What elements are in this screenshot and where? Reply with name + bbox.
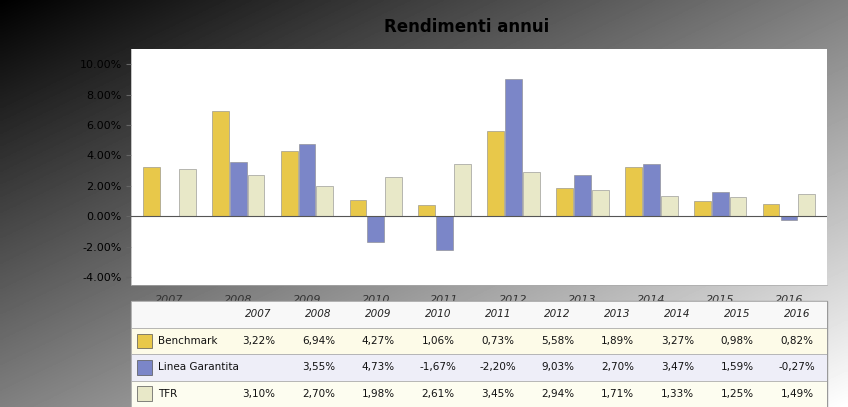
Text: 2013: 2013: [605, 309, 631, 319]
Text: 2,70%: 2,70%: [302, 389, 335, 399]
Text: 4,27%: 4,27%: [362, 336, 395, 346]
Text: 3,55%: 3,55%: [302, 362, 335, 372]
Text: Rendimenti annui: Rendimenti annui: [384, 18, 549, 36]
Text: 4,73%: 4,73%: [362, 362, 395, 372]
Bar: [694, 201, 711, 217]
Bar: [455, 164, 471, 217]
Text: 2011: 2011: [485, 309, 511, 319]
Text: 2015: 2015: [724, 309, 750, 319]
Bar: [298, 144, 315, 217]
Bar: [385, 177, 402, 217]
Text: -1,67%: -1,67%: [420, 362, 456, 372]
Text: 1,98%: 1,98%: [362, 389, 395, 399]
Text: 2010: 2010: [425, 309, 451, 319]
Text: 0,98%: 0,98%: [721, 336, 754, 346]
Text: 6,94%: 6,94%: [302, 336, 335, 346]
Text: 1,49%: 1,49%: [780, 389, 813, 399]
Bar: [711, 192, 728, 217]
Text: 2014: 2014: [664, 309, 690, 319]
Text: 0,82%: 0,82%: [780, 336, 813, 346]
Bar: [762, 204, 779, 217]
Bar: [281, 151, 298, 217]
Bar: [131, 328, 827, 354]
Bar: [131, 381, 827, 407]
Bar: [799, 194, 815, 217]
Bar: [230, 162, 247, 217]
Bar: [137, 334, 153, 348]
Text: TFR: TFR: [158, 389, 177, 399]
Text: 0,73%: 0,73%: [482, 336, 515, 346]
Bar: [436, 217, 453, 250]
Bar: [349, 200, 366, 217]
Bar: [131, 354, 827, 381]
Bar: [131, 301, 827, 328]
Text: 2,70%: 2,70%: [601, 362, 634, 372]
Bar: [523, 172, 540, 217]
Text: 3,47%: 3,47%: [661, 362, 694, 372]
Text: 1,06%: 1,06%: [421, 336, 455, 346]
Bar: [488, 131, 504, 217]
Bar: [625, 166, 642, 217]
Text: 1,59%: 1,59%: [721, 362, 754, 372]
Bar: [643, 164, 660, 217]
Bar: [661, 196, 678, 217]
Bar: [780, 217, 797, 221]
Text: 2007: 2007: [245, 309, 272, 319]
Text: 2,94%: 2,94%: [541, 389, 574, 399]
Text: 2012: 2012: [544, 309, 571, 319]
Text: -2,20%: -2,20%: [479, 362, 516, 372]
Text: 2009: 2009: [365, 309, 392, 319]
Text: 5,58%: 5,58%: [541, 336, 574, 346]
Bar: [316, 186, 333, 217]
Bar: [137, 387, 153, 401]
Bar: [729, 197, 746, 217]
Text: 3,45%: 3,45%: [482, 389, 515, 399]
Bar: [592, 190, 609, 217]
Bar: [505, 79, 522, 217]
Text: Linea Garantita: Linea Garantita: [158, 362, 239, 372]
Bar: [248, 175, 265, 217]
Text: 2008: 2008: [305, 309, 332, 319]
Bar: [556, 188, 573, 217]
Text: 1,89%: 1,89%: [601, 336, 634, 346]
Text: 1,33%: 1,33%: [661, 389, 694, 399]
Text: 1,25%: 1,25%: [721, 389, 754, 399]
Text: 3,10%: 3,10%: [243, 389, 276, 399]
Bar: [137, 360, 153, 374]
Text: 3,27%: 3,27%: [661, 336, 694, 346]
Text: 3,22%: 3,22%: [243, 336, 276, 346]
Text: 1,71%: 1,71%: [601, 389, 634, 399]
Text: Benchmark: Benchmark: [158, 336, 217, 346]
Text: 2016: 2016: [784, 309, 810, 319]
Bar: [418, 205, 435, 217]
Bar: [212, 111, 229, 217]
Bar: [574, 175, 591, 217]
Bar: [367, 217, 384, 242]
Text: -0,27%: -0,27%: [778, 362, 815, 372]
Bar: [179, 169, 196, 217]
Bar: [143, 167, 159, 217]
Text: 9,03%: 9,03%: [541, 362, 574, 372]
Text: 2,61%: 2,61%: [421, 389, 455, 399]
